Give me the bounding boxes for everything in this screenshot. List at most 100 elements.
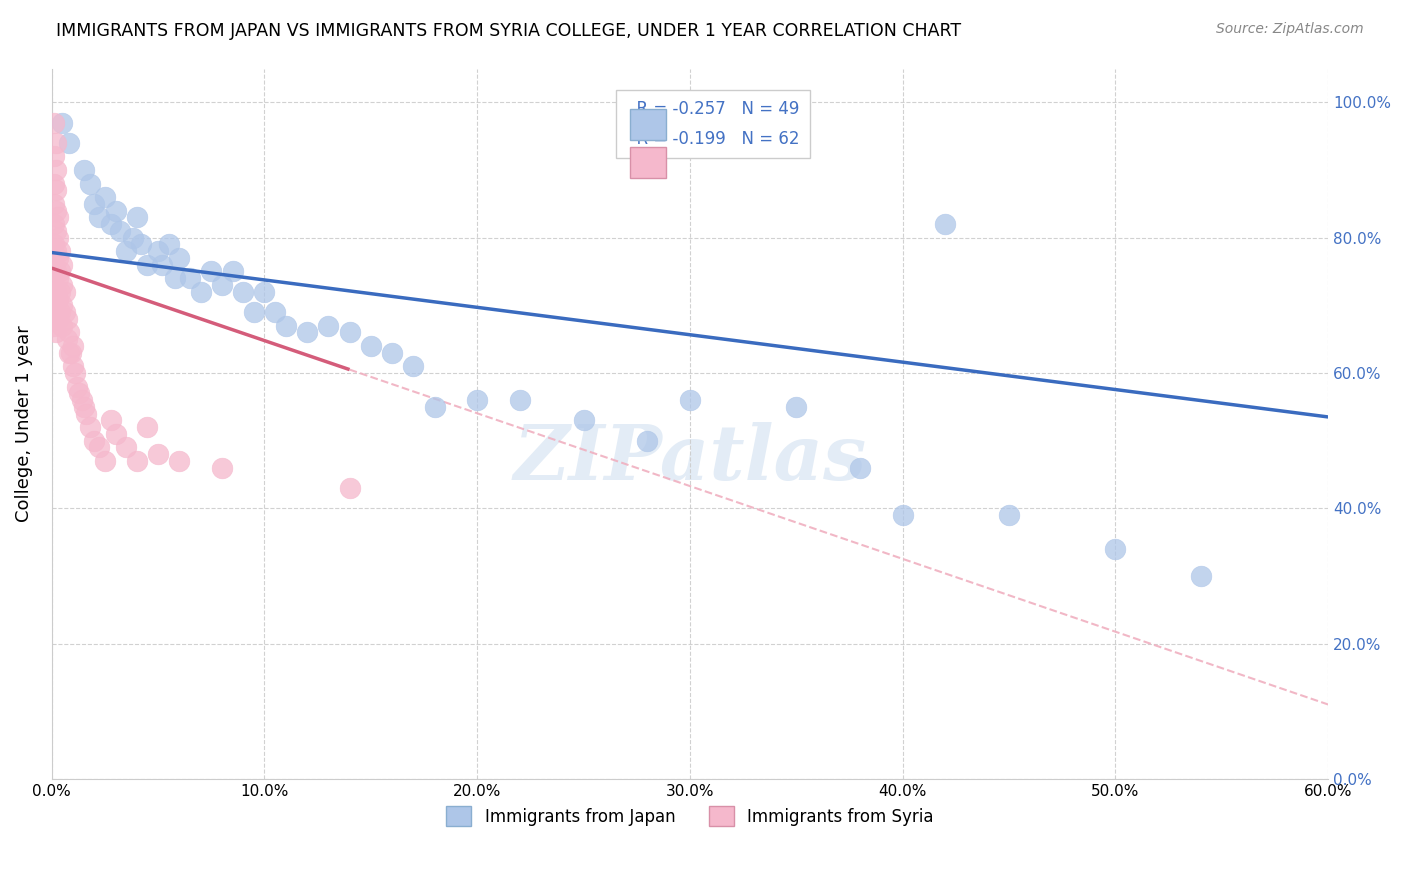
Text: R = -0.257   N = 49
  R = -0.199   N = 62: R = -0.257 N = 49 R = -0.199 N = 62 xyxy=(626,101,800,148)
Point xyxy=(49,305,72,319)
Point xyxy=(58,136,80,150)
Point xyxy=(62,359,84,374)
Point xyxy=(150,258,173,272)
Point xyxy=(45,224,67,238)
Point xyxy=(51,278,73,293)
Point xyxy=(157,237,180,252)
Point xyxy=(360,339,382,353)
Point xyxy=(45,183,67,197)
Point xyxy=(42,197,65,211)
Point xyxy=(295,326,318,340)
Point xyxy=(104,203,127,218)
Point xyxy=(42,318,65,333)
Legend: Immigrants from Japan, Immigrants from Syria: Immigrants from Japan, Immigrants from S… xyxy=(439,797,942,835)
Point xyxy=(339,326,361,340)
Point xyxy=(94,190,117,204)
Point xyxy=(42,298,65,312)
Point xyxy=(190,285,212,299)
Point xyxy=(509,392,531,407)
Point xyxy=(49,264,72,278)
Point xyxy=(891,508,914,522)
Point xyxy=(636,434,658,448)
Point xyxy=(46,292,69,306)
Point xyxy=(51,258,73,272)
Point xyxy=(849,460,872,475)
Point xyxy=(45,203,67,218)
Point xyxy=(1189,569,1212,583)
Point xyxy=(45,264,67,278)
Point xyxy=(66,379,89,393)
Point xyxy=(221,264,243,278)
Point xyxy=(51,115,73,129)
Point xyxy=(42,237,65,252)
Point xyxy=(243,305,266,319)
Text: ZIPatlas: ZIPatlas xyxy=(513,422,866,496)
FancyBboxPatch shape xyxy=(630,146,665,178)
Point xyxy=(63,366,86,380)
Point xyxy=(165,271,187,285)
Point xyxy=(46,251,69,265)
Point xyxy=(59,345,82,359)
Point xyxy=(211,278,233,293)
Point xyxy=(129,237,152,252)
Point xyxy=(73,163,96,178)
Point xyxy=(55,332,77,346)
Point xyxy=(253,285,276,299)
Point xyxy=(67,386,90,401)
Point xyxy=(62,339,84,353)
Point xyxy=(42,217,65,231)
Point xyxy=(55,311,77,326)
Point xyxy=(104,426,127,441)
Point xyxy=(53,305,76,319)
Point xyxy=(125,454,148,468)
Point xyxy=(58,345,80,359)
Point xyxy=(45,136,67,150)
Point xyxy=(45,285,67,299)
Point xyxy=(232,285,254,299)
Point xyxy=(423,400,446,414)
Point xyxy=(83,434,105,448)
Point xyxy=(136,420,159,434)
Point xyxy=(136,258,159,272)
Point xyxy=(42,278,65,293)
Point xyxy=(46,311,69,326)
Point xyxy=(45,244,67,259)
Point xyxy=(1104,541,1126,556)
Point xyxy=(465,392,488,407)
Y-axis label: College, Under 1 year: College, Under 1 year xyxy=(15,326,32,522)
Point xyxy=(402,359,425,374)
Point xyxy=(679,392,702,407)
Point xyxy=(45,305,67,319)
Point xyxy=(100,217,122,231)
Point xyxy=(49,285,72,299)
Point xyxy=(785,400,807,414)
Point xyxy=(42,149,65,163)
Point xyxy=(998,508,1021,522)
Point xyxy=(339,481,361,495)
Point xyxy=(200,264,222,278)
Point xyxy=(42,115,65,129)
Point xyxy=(211,460,233,475)
Point xyxy=(381,345,404,359)
Point xyxy=(115,244,138,259)
Point xyxy=(179,271,201,285)
Point xyxy=(264,305,287,319)
Point xyxy=(51,318,73,333)
Point xyxy=(169,454,191,468)
Point xyxy=(51,298,73,312)
Point xyxy=(46,271,69,285)
Point xyxy=(87,211,110,225)
Point xyxy=(79,177,101,191)
Point xyxy=(108,224,131,238)
Point xyxy=(125,211,148,225)
Point xyxy=(70,392,93,407)
Point xyxy=(115,441,138,455)
Point xyxy=(146,244,169,259)
Point xyxy=(316,318,339,333)
Text: Source: ZipAtlas.com: Source: ZipAtlas.com xyxy=(1216,22,1364,37)
Point xyxy=(100,413,122,427)
Text: IMMIGRANTS FROM JAPAN VS IMMIGRANTS FROM SYRIA COLLEGE, UNDER 1 YEAR CORRELATION: IMMIGRANTS FROM JAPAN VS IMMIGRANTS FROM… xyxy=(56,22,962,40)
Point xyxy=(46,230,69,244)
Point xyxy=(49,244,72,259)
Point xyxy=(146,447,169,461)
